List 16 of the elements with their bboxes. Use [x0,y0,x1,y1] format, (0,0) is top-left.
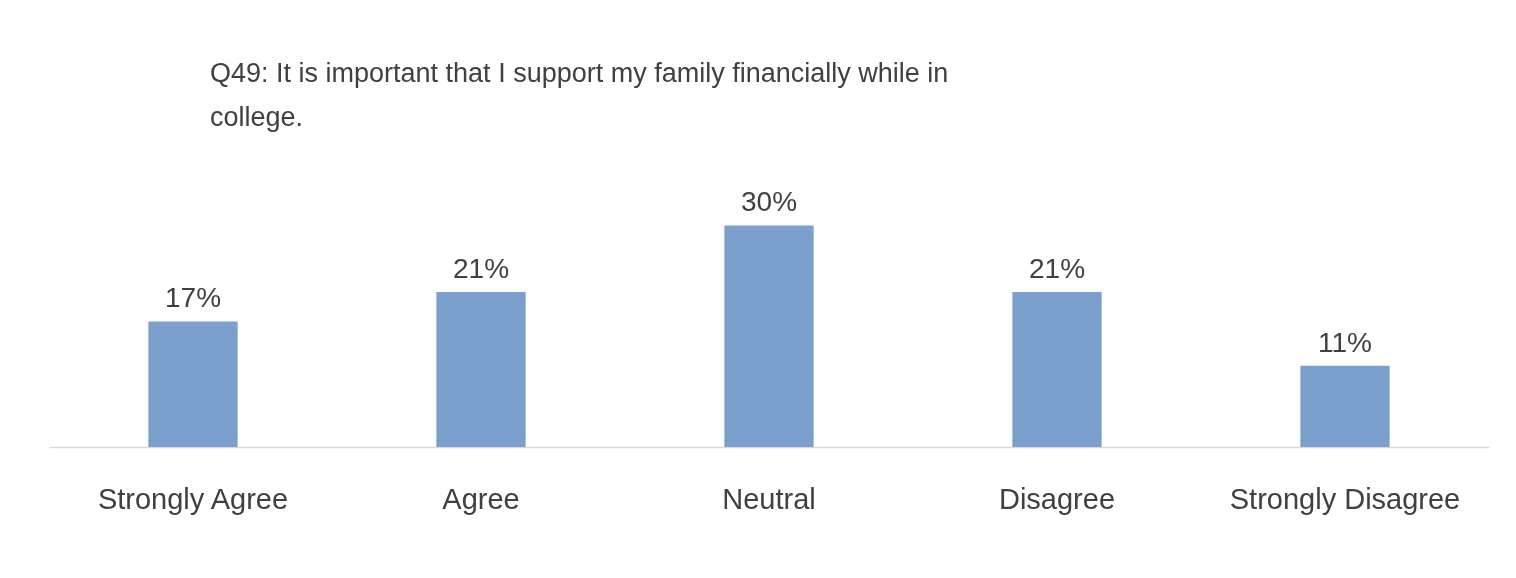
bar [148,321,238,447]
bar [436,291,526,447]
bar [724,225,814,447]
x-tick-label: Strongly Agree [97,482,289,515]
data-label: 21% [1028,252,1086,284]
data-label: 17% [164,282,222,314]
data-label: 30% [740,186,798,218]
data-label: 21% [452,252,510,284]
data-label: 11% [1318,326,1372,358]
bar [1300,365,1390,447]
x-tick-label: Neutral [722,482,816,515]
bar [1012,291,1102,447]
x-tick-label: Strongly Disagree [1229,482,1461,515]
x-tick-label: Disagree [998,482,1116,515]
x-tick-label: Agree [442,482,520,515]
chart-title: Q49: It is important that I support my family financially while in college. [210,58,949,132]
